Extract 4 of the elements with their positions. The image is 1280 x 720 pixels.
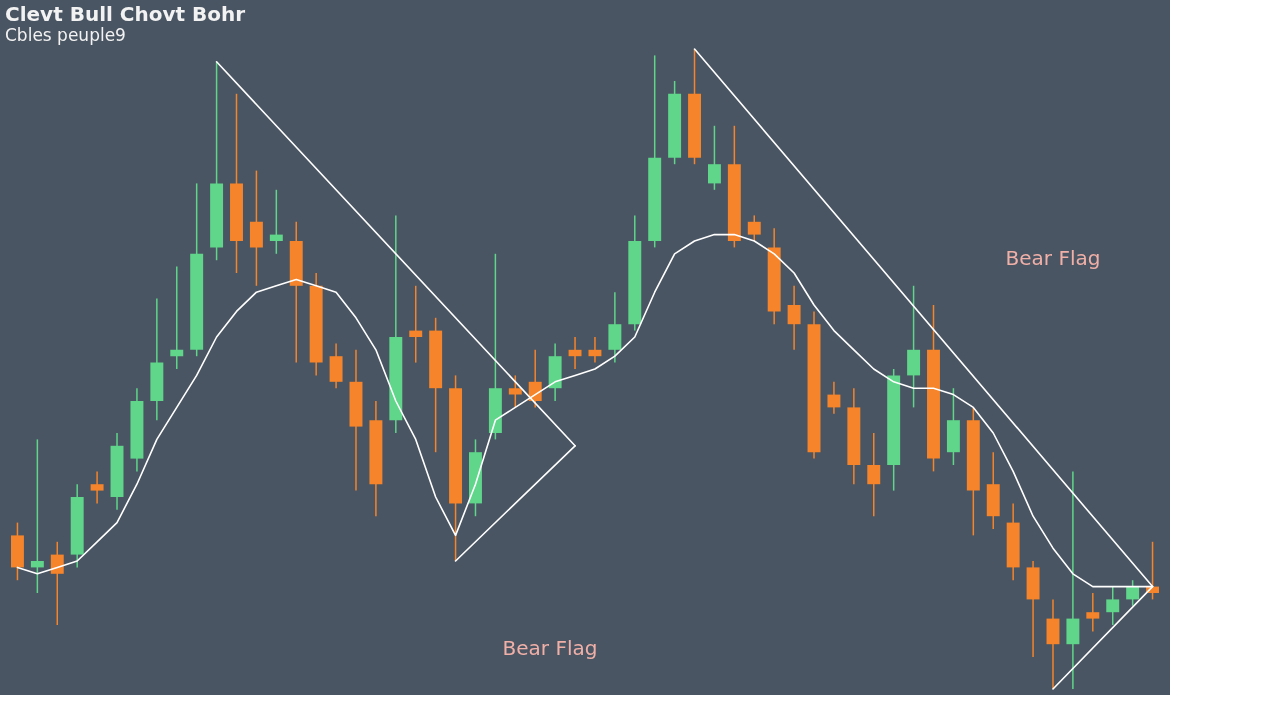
annotation: Bear Flag	[502, 636, 598, 660]
chart-subtitle: Cbles peuple9	[5, 25, 126, 46]
annotation: Bear Flag	[1005, 246, 1101, 270]
chart-title: Clevt Bull Chovt Bohr	[5, 2, 246, 27]
